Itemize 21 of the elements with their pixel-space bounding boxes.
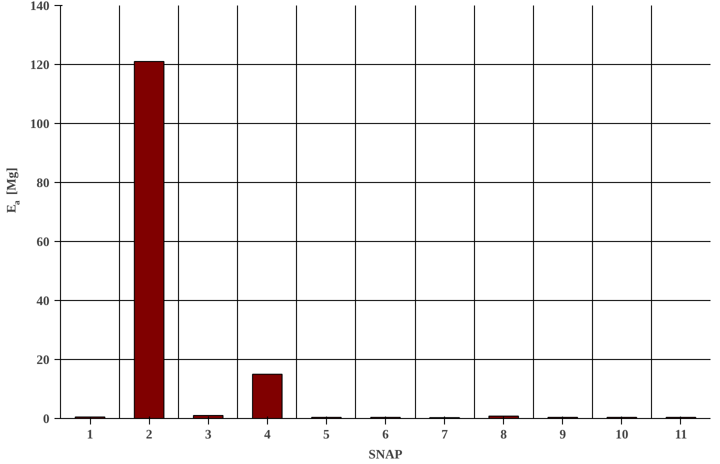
x-tick-label: 1 <box>86 426 94 442</box>
x-tick-label: 3 <box>204 426 212 442</box>
x-tick-label: 8 <box>500 426 508 442</box>
x-axis-title: SNAP <box>368 446 403 462</box>
y-tick-label: 100 <box>30 116 50 131</box>
x-tick-label: 2 <box>146 426 152 442</box>
y-tick-label: 140 <box>30 0 50 13</box>
x-tick-label: 5 <box>323 426 330 442</box>
y-tick-label: 60 <box>36 234 50 249</box>
y-tick-label: 80 <box>36 175 50 190</box>
x-tick-label: 9 <box>560 426 567 442</box>
x-tick-label: 7 <box>441 426 448 442</box>
x-tick-label: 10 <box>615 426 628 442</box>
y-axis-title: Ea [Mg] <box>4 168 22 213</box>
y-tick-label: 40 <box>36 293 50 308</box>
x-tick-label: 11 <box>674 426 688 442</box>
y-tick-label: 20 <box>36 352 50 367</box>
y-tick-label: 120 <box>30 57 50 72</box>
x-tick-label: 6 <box>382 426 390 442</box>
y-tick-label: 0 <box>43 411 50 426</box>
x-tick-label: 4 <box>264 426 272 442</box>
